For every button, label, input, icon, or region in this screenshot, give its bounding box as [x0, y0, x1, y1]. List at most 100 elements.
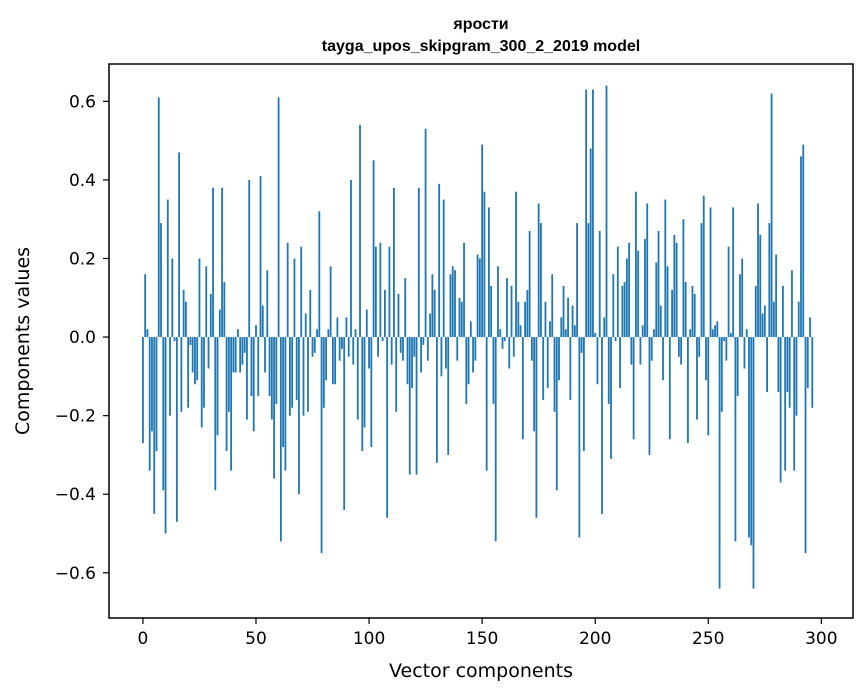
bar	[540, 223, 542, 338]
bar	[748, 337, 750, 538]
bar	[232, 337, 235, 373]
bar	[754, 285, 757, 338]
bar	[551, 274, 554, 338]
bar	[438, 183, 441, 338]
bar	[216, 337, 219, 436]
x-tick-label: 0	[138, 629, 149, 649]
x-axis-ticks: 0 50 100 150 200 250 300	[138, 618, 838, 649]
bar	[467, 337, 470, 385]
bar	[795, 337, 798, 416]
bar	[768, 223, 771, 338]
bar	[175, 337, 178, 522]
bar	[223, 282, 226, 338]
bar	[171, 258, 174, 338]
bar	[279, 337, 282, 542]
bar	[447, 337, 450, 455]
bar	[345, 317, 348, 338]
bar	[671, 289, 673, 338]
bar	[734, 337, 737, 542]
bar	[205, 266, 208, 338]
bar	[567, 297, 569, 338]
bar	[745, 329, 748, 338]
bar	[431, 274, 434, 338]
bar	[483, 191, 486, 338]
bar	[614, 337, 617, 341]
y-tick-label: −0.6	[55, 564, 96, 584]
bar	[393, 187, 395, 338]
bar	[469, 321, 472, 338]
bar-series	[142, 85, 814, 589]
bar	[307, 337, 309, 412]
bar	[698, 337, 701, 357]
bar	[811, 337, 814, 408]
bar	[361, 337, 364, 452]
bar	[641, 325, 644, 338]
bar	[198, 258, 201, 338]
bar	[770, 93, 773, 338]
bar	[481, 144, 484, 338]
bar	[426, 337, 429, 361]
bar	[449, 274, 452, 338]
bar	[277, 97, 280, 338]
bar	[329, 266, 332, 338]
bar	[289, 337, 291, 416]
bar	[250, 337, 253, 397]
bar	[454, 270, 456, 338]
bar	[806, 337, 809, 389]
bar	[519, 325, 522, 338]
bar	[736, 337, 739, 397]
bar	[234, 337, 237, 373]
bar	[492, 337, 495, 404]
plot-frame	[108, 63, 854, 619]
bar	[687, 337, 689, 444]
bar	[347, 337, 350, 357]
bar	[309, 289, 312, 338]
bar	[162, 337, 165, 491]
chart-subtitle: tayga_upos_skipgram_300_2_2019 model	[322, 38, 640, 55]
bar	[675, 242, 678, 338]
bar	[476, 254, 479, 338]
bar	[625, 258, 628, 338]
bar	[146, 329, 149, 338]
bar	[761, 313, 764, 338]
bar	[594, 333, 597, 338]
bar	[673, 234, 676, 338]
bar	[463, 242, 465, 338]
x-tick-label: 200	[579, 629, 611, 649]
bar	[221, 187, 223, 338]
y-axis-ticks: −0.6 −0.4 −0.2 0.0 0.2 0.4 0.6	[55, 92, 109, 584]
bar	[662, 337, 664, 381]
bar	[408, 337, 411, 475]
bar	[653, 329, 655, 338]
bar	[682, 219, 685, 338]
bar	[488, 207, 490, 338]
bar	[424, 128, 427, 338]
bar	[415, 337, 418, 475]
y-tick-label: 0.0	[69, 328, 96, 348]
bar	[402, 337, 404, 361]
bar	[544, 301, 547, 338]
bar	[273, 337, 275, 479]
bar	[180, 337, 183, 412]
bar	[191, 337, 194, 373]
bar	[569, 337, 572, 400]
bar	[630, 337, 633, 365]
bar	[582, 337, 585, 452]
bar	[472, 337, 474, 373]
bar	[684, 282, 687, 338]
bar	[413, 337, 416, 357]
bar	[334, 337, 337, 385]
bar	[497, 266, 499, 338]
x-tick-label: 150	[466, 629, 498, 649]
bar	[164, 337, 167, 534]
bar	[169, 337, 171, 416]
bar	[336, 317, 339, 338]
bar	[616, 246, 619, 338]
bar	[757, 203, 759, 338]
bar	[696, 337, 698, 420]
bar	[555, 337, 558, 491]
bar	[212, 187, 214, 338]
bar	[528, 230, 531, 338]
bar	[632, 337, 635, 440]
bar	[607, 337, 610, 404]
